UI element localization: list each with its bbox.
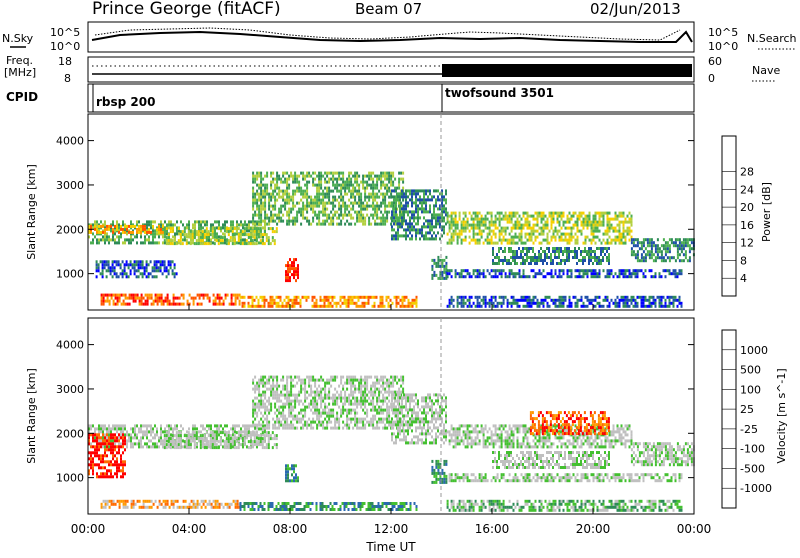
power-colorbar-label: Power [dB] [760,182,773,242]
date-label: 02/Jun/2013 [590,0,681,18]
power-colorbar-tick: 8 [740,254,747,267]
velocity-colorbar-label: Velocity [m s^-1] [775,368,788,463]
velocity-colorbar-tick: 1000 [740,344,768,357]
velocity-band-1 [88,433,126,478]
velocity-colorbar-tick: 100 [740,383,761,396]
velocity-band-11 [492,451,610,469]
velocity-data-layer [88,376,695,512]
xtick-label: 08:00 [273,522,308,536]
velocity-colorbar-tick: 500 [740,364,761,377]
station-title: Prince George (fitACF) [92,0,281,19]
power-band-4 [391,189,447,240]
freq-label-line2: [MHz] [4,66,36,79]
velocity-y-axis-label: Slant Range [km] [25,368,38,464]
power-band-8 [101,294,241,306]
cpid-mode-rbsp: rbsp 200 [96,95,155,109]
nave-tick-high: 60 [708,55,722,68]
nave-label: Nave [752,64,780,77]
power-colorbar-tick: 20 [740,201,754,214]
power-data-layer [88,172,695,308]
power-panel: 1000 2000 3000 4000 Slant Range [km] [25,114,695,310]
power-ytick-label: 2000 [56,223,84,236]
xtick-label: 04:00 [172,522,207,536]
power-colorbar-tick: 28 [740,166,754,179]
velocity-band-10 [530,411,610,435]
nave-tick-low: 0 [708,72,715,85]
power-colorbar-tick: 12 [740,237,754,250]
noise-right-tick-high: 10^5 [708,26,738,39]
velocity-band-5 [285,464,299,482]
power-band-3 [252,172,404,226]
velocity-colorbar-tick: -25 [740,423,758,436]
cpid-mode-twofsound: twofsound 3501 [445,86,554,100]
frequency-panel: Freq. [MHz] 18 8 60 0 Nave [4,54,780,85]
xtick-label: 00:00 [71,522,106,536]
power-ytick-label: 3000 [56,179,84,192]
velocity-ytick-label: 3000 [56,383,84,396]
velocity-colorbar-tick: -500 [740,462,765,475]
noise-search-trace [95,28,680,40]
velocity-band-13 [447,500,683,512]
velocity-colorbar-tick: -1000 [740,482,772,495]
velocity-band-7 [101,500,241,509]
freq-tick-low: 8 [64,72,71,85]
nave-dense-block [442,64,692,77]
velocity-ytick-label: 1000 [56,472,84,485]
noise-panel: N.Sky 10^5 10^0 10^5 10^0 N.Search [2,22,797,53]
freq-tick-high: 18 [58,55,72,68]
power-colorbar-tick: 24 [740,183,754,196]
power-colorbar-tick: 16 [740,219,754,232]
noise-sky-trace [92,32,692,42]
velocity-colorbar: 1000 500 100 25 -25 -100 -500 -1000 Velocity [m… [722,330,788,508]
cpid-label: CPID [6,90,38,104]
power-band-13 [447,296,683,308]
velocity-colorbar-tick: -100 [740,443,765,456]
xtick-label: 16:00 [475,522,510,536]
power-band-14 [631,238,695,262]
velocity-band-12 [449,473,683,482]
velocity-ytick-label: 2000 [56,427,84,440]
power-band-11 [492,247,610,265]
power-band-5 [96,260,178,278]
power-band-12 [447,269,683,278]
xtick-label: 12:00 [374,522,409,536]
velocity-band-3 [252,376,404,430]
power-band-7 [431,256,447,280]
power-colorbar: 4 8 12 16 20 24 28 Power [dB] [722,136,773,296]
noise-right-label: N.Search [747,32,797,45]
beam-label: Beam 07 [355,0,422,18]
power-colorbar-tick: 4 [740,272,747,285]
velocity-panel: 1000 2000 3000 4000 Slant Range [km] [25,318,695,514]
power-ytick-label: 1000 [56,268,84,281]
velocity-band-14 [631,442,695,466]
power-band-6 [285,258,299,282]
power-band-10 [447,212,633,245]
noise-left-tick-high: 10^5 [50,26,80,39]
xtick-label: 20:00 [576,522,611,536]
noise-left-label: N.Sky [2,32,34,45]
power-y-axis-label: Slant Range [km] [25,164,38,260]
velocity-band-6 [431,460,447,484]
time-axis-label: Time UT [365,540,416,554]
noise-right-tick-low: 10^0 [708,40,738,53]
cpid-panel: CPID rbsp 200 twofsound 3501 [6,84,694,112]
velocity-ytick-label: 4000 [56,339,84,352]
noise-left-tick-low: 10^0 [50,40,80,53]
power-ytick-label: 4000 [56,135,84,148]
velocity-colorbar-tick: 25 [740,403,754,416]
xtick-label: 00:00 [677,522,712,536]
